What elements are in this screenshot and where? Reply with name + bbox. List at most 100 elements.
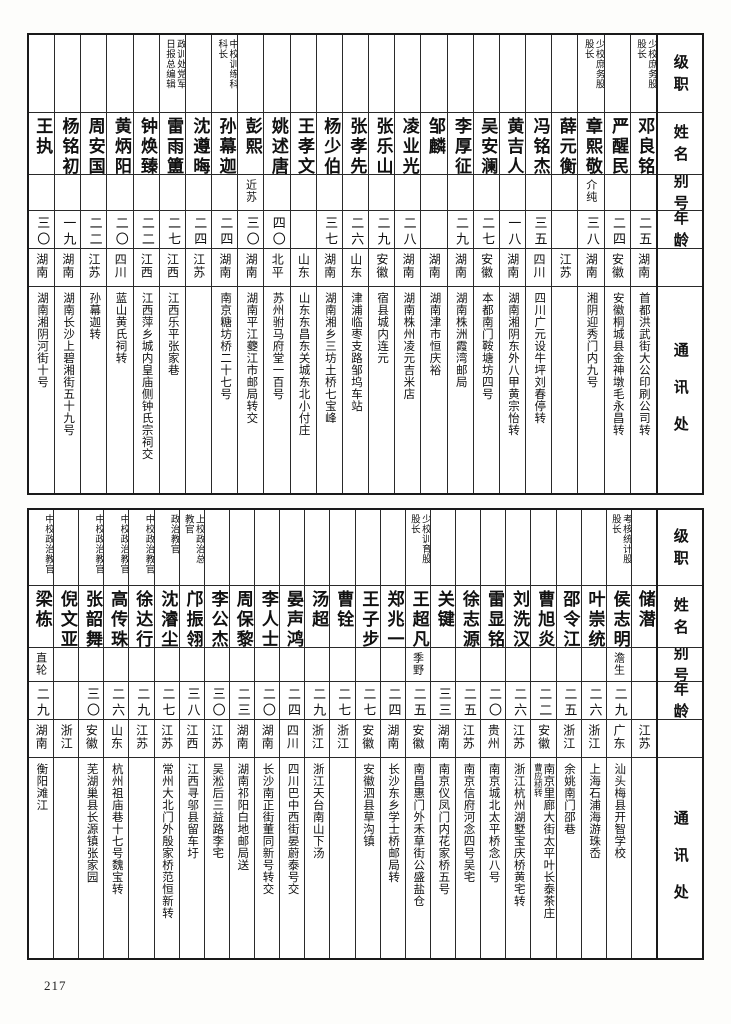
address-text: 上海石浦海游珠岙 <box>588 763 603 859</box>
address-stack: 湖南平江虁江市邮局转交 <box>238 288 263 492</box>
cell-name: 雷显铭 <box>481 586 506 648</box>
address-text: 四川巴中西街晏蔚泰号交 <box>286 763 301 895</box>
address-text: 孙幕迦转 <box>88 292 103 340</box>
rank-stack <box>526 36 551 112</box>
cell-native: 浙江 <box>581 720 606 758</box>
person-column: 吴安澜 二七 安徽 本都南门鞍塘坊四号 <box>472 35 499 493</box>
rank-stack <box>500 36 525 112</box>
cell-alias <box>81 175 107 211</box>
cell-native: 湖南 <box>28 249 55 287</box>
row-header-name: 姓名 <box>658 113 702 175</box>
cell-age <box>631 682 656 720</box>
cell-address: 上海石浦海游珠岙 <box>582 758 606 958</box>
rank-stack <box>421 36 446 112</box>
cell-alias <box>179 648 204 682</box>
age-text: 三八 <box>583 216 599 248</box>
native-text: 江西 <box>184 724 199 750</box>
cell-address: 湖南长沙上碧湘街五十九号 <box>55 287 80 493</box>
name-text: 徐志源 <box>458 590 479 648</box>
cell-alias: 季野 <box>405 648 430 682</box>
row-header-label: 级职 <box>671 528 690 572</box>
cell-age: 二二 <box>133 211 159 249</box>
name-text: 关键 <box>433 590 454 630</box>
age-text: 二九 <box>611 687 627 719</box>
alias-text: 季野 <box>411 652 425 676</box>
rank-stack: 少校训育股 股长 <box>406 511 430 585</box>
person-column: 刘洗汉 二六 江苏 浙江杭州湖墅宝庆桥黄宅转 <box>505 510 531 958</box>
cell-age: 二九 <box>28 682 53 720</box>
cell-address: 南昌惠门外禾草街公盛盐仓 <box>406 758 430 958</box>
cell-name: 徐达行 <box>129 586 154 648</box>
cell-rank <box>81 35 107 113</box>
cell-age: 二二 <box>531 682 556 720</box>
native-text: 湖南 <box>427 253 442 279</box>
cell-name: 王子步 <box>355 586 380 648</box>
person-column: 关键 三三 湖南 南京仪凤门内花家桥五号 <box>429 510 455 958</box>
address-stack: 南京里廊大街太平叶长泰茶庄 曹应桢转 <box>531 759 555 957</box>
cell-age: 二七 <box>330 682 355 720</box>
address-text: 津浦临枣支路邹坞车站 <box>350 292 364 412</box>
cell-alias <box>133 175 159 211</box>
address-stack: 南昌惠门外禾草街公盛盐仓 <box>406 759 430 957</box>
rank-text-primary: 中校训练科 <box>227 39 238 89</box>
cell-age: 二〇 <box>481 682 506 720</box>
rank-stack <box>305 511 329 585</box>
cell-address <box>632 758 656 958</box>
age-text: 二七 <box>360 687 376 719</box>
address-stack: 湖南祁阳白地邮局送 <box>230 759 254 957</box>
cell-alias <box>506 648 531 682</box>
cell-rank <box>499 35 526 113</box>
row-header-column: 级职 姓名 别号 年龄 通讯处 <box>656 510 702 958</box>
native-text: 江苏 <box>134 724 149 750</box>
person-column: 郑兆一 二四 湖南 长沙东乡学士桥邮局转 <box>379 510 405 958</box>
age-text: 二六 <box>511 687 527 719</box>
person-column: 冯铭杰 三五 四川 四川广元设牛坪刘春停转 <box>525 35 552 493</box>
address-stack: 衡阳滩江 <box>29 759 53 957</box>
age-text: 二八 <box>400 216 416 248</box>
cell-native: 湖南 <box>28 720 53 758</box>
cell-alias <box>481 648 506 682</box>
address-text: 山东东昌东关城东北小付庄 <box>297 292 312 436</box>
cell-name: 徐志源 <box>456 586 481 648</box>
rank-stack: 上校政治总 教官 <box>180 511 204 585</box>
person-column: 杨铭初 一九 湖南 湖南长沙上碧湘街五十九号 <box>54 35 81 493</box>
address-stack: 芜湖巢县长源镇张家园 <box>79 759 103 957</box>
cell-address: 湖南湘阴东外八甲黄宗怡转 <box>500 287 525 493</box>
cell-alias <box>305 648 330 682</box>
address-stack: 湖南湘阴河街十号 <box>29 288 54 492</box>
cell-alias <box>107 175 133 211</box>
person-column: 凌业光 二八 湖南 湖南株州凌元吉米店 <box>394 35 421 493</box>
name-text: 黄炳阳 <box>110 117 131 175</box>
cell-name: 侯志明 <box>606 586 631 648</box>
cell-name: 黄吉人 <box>499 113 526 175</box>
cell-address: 杭州祖庙巷十七号魏宝转 <box>104 758 128 958</box>
cell-alias <box>54 648 79 682</box>
rank-stack: 政训处党军 日报总编辑 <box>160 36 185 112</box>
person-column: 曹铨 二七 浙江 <box>329 510 355 958</box>
name-text: 邹麟 <box>424 117 445 157</box>
cell-rank <box>28 35 55 113</box>
cell-rank <box>473 35 499 113</box>
address-text: 杭州祖庙巷十七号魏宝转 <box>110 763 125 895</box>
cell-address: 湖南祁阳白地邮局送 <box>230 758 254 958</box>
age-text: 二四 <box>385 687 401 719</box>
cell-age: 二七 <box>154 682 179 720</box>
cell-alias <box>421 175 447 211</box>
address-text: 湘阴迎秀门内九号 <box>585 292 600 388</box>
cell-rank <box>380 510 405 586</box>
cell-native: 安徽 <box>79 720 104 758</box>
cell-name: 汤超 <box>305 586 330 648</box>
person-column: 邹麟 湖南 湖南津市恒庆裕 <box>420 35 447 493</box>
address-stack: 江西乐平张家巷 <box>160 288 185 492</box>
age-text: 二七 <box>479 216 495 248</box>
cell-age: 三〇 <box>28 211 55 249</box>
age-text: 四〇 <box>269 216 285 248</box>
cell-alias <box>556 648 581 682</box>
name-text: 凌业光 <box>398 117 419 175</box>
name-text: 晏声鸿 <box>283 590 304 648</box>
cell-rank <box>526 35 552 113</box>
cell-native: 安徽 <box>405 720 430 758</box>
cell-native: 山东 <box>290 249 316 287</box>
address-stack: 湖南湘乡三坊土桥七宝峰 <box>317 288 342 492</box>
age-text: 二四 <box>284 687 300 719</box>
